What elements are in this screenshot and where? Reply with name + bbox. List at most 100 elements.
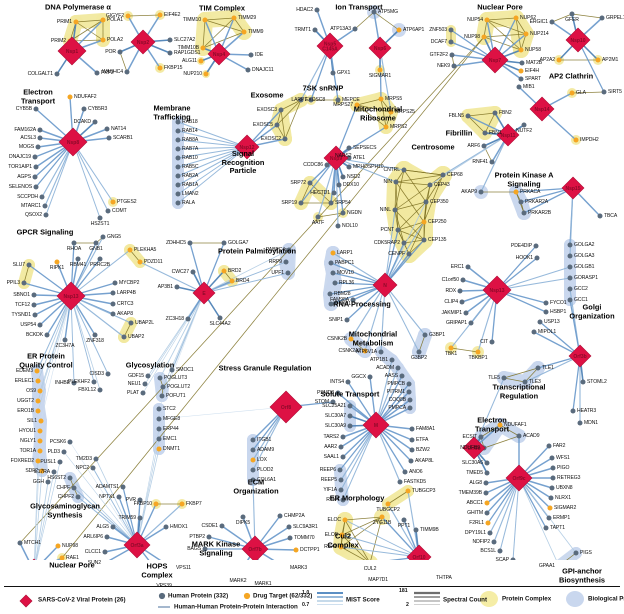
group-label: GPCR Signaling [16, 227, 74, 237]
group-label: Golgi Organization [569, 302, 615, 320]
legend-divider [4, 586, 620, 587]
svg-text:Nsp1: Nsp1 [66, 49, 78, 55]
protein-node-label: GRIPAP1 [445, 320, 467, 326]
protein-node-label: CYB5R3 [88, 106, 108, 112]
protein-node-label: SCCPDH [17, 194, 38, 200]
protein-node-label: RBM41 [69, 262, 87, 268]
protein-node-label: CEP68 [447, 172, 463, 178]
protein-node-label: RAB18 [182, 119, 198, 125]
protein-node-label: DCTPP1 [300, 547, 320, 553]
protein-node-label: AP2A2 [539, 57, 555, 63]
protein-node-label: MTCH1 [24, 540, 42, 546]
protein-node-label: NDUFAF1 [504, 422, 527, 428]
svg-text:N: N [383, 283, 387, 289]
protein-node-label: NUP62 [520, 15, 536, 21]
group-label: AP2 Clathrin [548, 71, 594, 81]
protein-node-label: SIRT5 [608, 89, 622, 95]
group-label: ECM Organization [233, 477, 279, 495]
protein-node-label: ATP5MG [378, 9, 398, 15]
protein-node-label: ERMP1 [553, 515, 571, 521]
protein-node-label: EXOSC3 [256, 107, 277, 113]
protein-node-label: CUL2 [363, 566, 377, 572]
protein-node-label: MPHOSPH10 [353, 164, 384, 170]
protein-node-label: G3BP2 [411, 355, 427, 361]
group-label: Mitochondrial Ribosome [353, 104, 403, 122]
protein-node-label: DDX10 [343, 182, 359, 188]
protein-node-label: TRMT1 [294, 27, 312, 33]
protein-node-label: GNB1 [89, 246, 103, 252]
protein-node-label: IL17RA [33, 469, 50, 475]
protein-node-label: TARS2 [323, 434, 339, 440]
protein-node-label: PPIL3 [6, 280, 20, 286]
protein-node-label: EXOSC5 [252, 122, 273, 128]
protein-node-label: OS9 [26, 388, 36, 394]
legend-process-label: Biological Process [588, 595, 624, 603]
legend-mist-label: MIST Score [346, 596, 380, 604]
protein-node-label: ADAMTS1 [95, 484, 119, 490]
protein-node-label: ECSIT [462, 434, 477, 440]
protein-node-label: PKP2 [101, 70, 114, 76]
protein-node-label: NUTF2 [516, 128, 532, 134]
protein-node-label: HYOU1 [18, 428, 36, 434]
protein-node-label: PIGO [557, 465, 570, 471]
protein-node-label: HMOX1 [170, 524, 188, 530]
protein-node-label: TBKBP1 [468, 355, 488, 361]
svg-text:Nsp13: Nsp13 [63, 294, 78, 300]
protein-node-label: REEP5 [320, 477, 337, 483]
protein-node-label: NUP98 [464, 34, 480, 40]
protein-node-label: MRPS5 [385, 96, 403, 102]
protein-node-label: GGH [32, 479, 44, 485]
protein-node-label: PABPC1 [335, 260, 355, 266]
protein-node-label: PRKAR2B [528, 210, 552, 216]
protein-node-label: GIGYF2 [105, 13, 124, 19]
protein-node-label: AAR2 [324, 444, 337, 450]
legend-spectral-high: 181 [399, 588, 408, 594]
protein-node-label: RAB2A [182, 173, 199, 179]
protein-node-label: PLD3 [47, 449, 60, 455]
protein-node-label: LARP1 [337, 250, 353, 256]
protein-node-label: CEP135 [428, 237, 447, 243]
group-label: Mitochondrial Metabolism [348, 329, 398, 347]
protein-node-label: GDF15 [128, 373, 144, 379]
protein-node-label: FBN1 [489, 130, 502, 136]
svg-text:Nsp15: Nsp15 [565, 186, 580, 192]
protein-node-label: PRRC2B [89, 262, 111, 268]
protein-node-label: CSDE1 [201, 523, 219, 529]
protein-node-label: SRP19 [281, 200, 297, 206]
protein-node-label: THTPA [436, 575, 452, 581]
protein-node-label: DNAJC19 [9, 154, 31, 160]
group-label: Electron Transport [20, 87, 56, 105]
drug-circle-icon [243, 592, 251, 600]
protein-node-label: FBN2 [499, 110, 512, 116]
protein-node-label: EXOSC2 [260, 136, 281, 142]
protein-node-label: CISD3 [89, 371, 104, 377]
protein-node-label: PRKACA [520, 189, 541, 195]
protein-node-label: ELOC [327, 517, 342, 523]
protein-node-label: CEP43 [434, 182, 450, 188]
protein-node-label: FKBP7 [186, 501, 202, 507]
protein-node-label: PDZD11 [144, 259, 163, 265]
protein-node-label: COQ8B [388, 397, 406, 403]
protein-node-label: TMED5 [466, 470, 483, 476]
protein-node-label: RNF41 [472, 159, 488, 165]
protein-node-label: ZC3H18 [165, 316, 184, 322]
protein-node-label: YIF1A [323, 487, 337, 493]
protein-node-label: CEP250 [428, 219, 447, 225]
protein-node-label: HDAC2 [296, 7, 313, 13]
protein-node-label: TOR1A [19, 448, 36, 454]
protein-node-label: TAPT1 [550, 525, 565, 531]
protein-node-label: EDEM3 [15, 368, 33, 374]
protein-node-label: DCAF7 [430, 39, 447, 45]
protein-node-label: GCC2 [574, 286, 588, 292]
protein-node-label: NARS2 [335, 153, 352, 159]
svg-text:Nsp7: Nsp7 [489, 58, 501, 64]
protein-node-label: GOLGA2 [574, 242, 595, 248]
protein-node-label: SLU7 [12, 262, 25, 268]
protein-node-label: DPY19L1 [464, 530, 486, 536]
protein-node-label: MFGE8 [163, 416, 181, 422]
protein-node-label: GPX1 [337, 70, 351, 76]
protein-node-label: CEP350 [430, 199, 449, 205]
protein-node-label: PLOD2 [257, 467, 274, 473]
